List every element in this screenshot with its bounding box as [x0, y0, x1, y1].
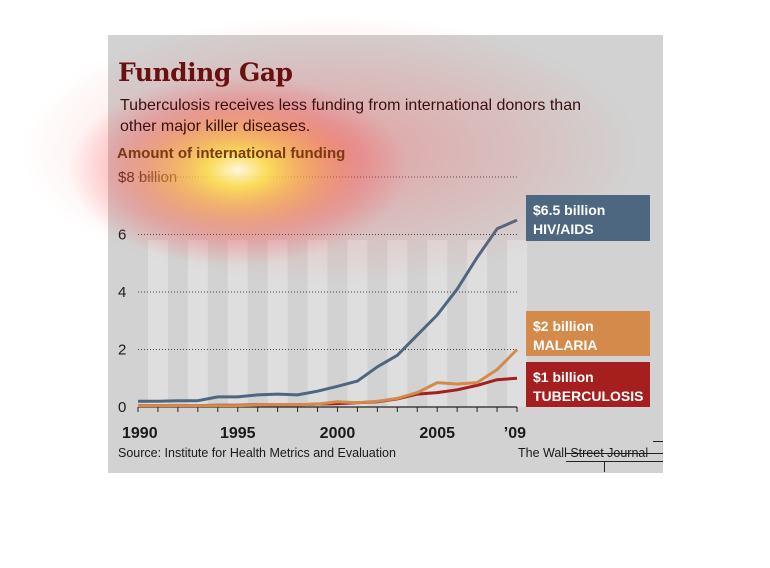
x-tick-label: 2000: [320, 425, 356, 442]
y-axis-label: Amount of international funding: [117, 145, 346, 162]
callout-tb-amount: $1 billion: [533, 369, 594, 385]
year-band: [147, 240, 168, 407]
callout-tuberculosis: $1 billion TUBERCULOSIS: [526, 362, 650, 407]
y-tick-label: 2: [118, 342, 126, 359]
chart-title: Funding Gap: [118, 58, 293, 87]
callout-hiv: $6.5 billion HIV/AIDS: [526, 195, 650, 241]
callout-malaria-name: MALARIA: [533, 337, 598, 353]
decorative-rule: [653, 441, 663, 442]
source-note: Source: Institute for Health Metrics and…: [118, 446, 396, 460]
year-band: [507, 240, 527, 407]
y-tick-label: 6: [118, 227, 126, 244]
x-tick-label: ’09: [504, 425, 526, 442]
decorative-rule: [566, 461, 663, 462]
y-tick-label: 0: [118, 399, 126, 416]
callout-hiv-name: HIV/AIDS: [533, 221, 594, 237]
callout-hiv-amount: $6.5 billion: [533, 202, 606, 218]
callout-malaria: $2 billion MALARIA: [526, 311, 650, 356]
series-line-hiv-aids: [138, 218, 518, 403]
year-band: [187, 240, 208, 407]
callout-tb-name: TUBERCULOSIS: [533, 388, 644, 404]
year-band: [267, 240, 288, 407]
year-band: [227, 240, 248, 407]
year-band: [387, 240, 408, 407]
x-tick-label: 1990: [122, 425, 158, 442]
chart-subtitle: Tuberculosis receives less funding from …: [120, 97, 581, 135]
decorative-rule: [566, 453, 663, 454]
x-tick-label: 2005: [419, 425, 455, 442]
y-tick-label: 4: [118, 284, 126, 301]
x-tick-label: 1995: [220, 425, 256, 442]
callout-malaria-amount: $2 billion: [533, 318, 594, 334]
y-tick-label: $8 billion: [118, 169, 177, 186]
series-line-malaria: [138, 348, 519, 408]
year-band: [307, 240, 328, 407]
decorative-rule: [604, 462, 605, 472]
